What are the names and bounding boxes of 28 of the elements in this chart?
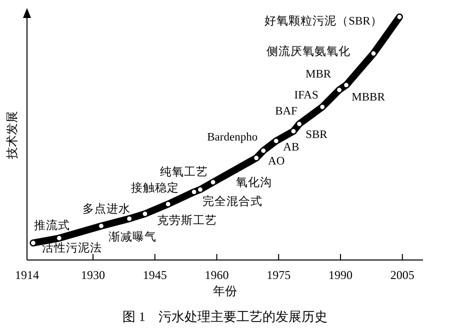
annotation: SBR	[306, 128, 328, 141]
annotation: 多点进水	[82, 202, 130, 216]
annotation: 克劳斯工艺	[157, 214, 218, 227]
y-axis-title: 技术发展	[4, 111, 19, 160]
x-tick-label: 1960	[204, 268, 229, 282]
annotation: AB	[283, 142, 300, 154]
annotation: MBBR	[352, 92, 386, 104]
annotation: 接触稳定	[130, 180, 179, 194]
annotation: 推流式	[34, 218, 70, 232]
x-tick-label: 1914	[15, 268, 39, 282]
x-tick-label: 1945	[142, 268, 167, 282]
annotation: 渐减曝气	[108, 230, 156, 244]
annotation: MBR	[305, 68, 332, 81]
x-axis-title: 年份	[213, 284, 237, 298]
annotation: Bardenpho	[207, 132, 258, 144]
x-tick-label: 1975	[266, 268, 291, 282]
annotation: 好氧颗粒污泥（SBR）	[264, 14, 382, 28]
x-tick-label: 1930	[81, 268, 105, 282]
x-tick-label: 1990	[328, 268, 352, 282]
text: 图 1 污水处理主要工艺的发展历史	[122, 308, 328, 324]
x-tick-label: 2005	[390, 268, 414, 282]
annotation: 侧流厌氧氨氧化	[266, 44, 350, 58]
annotation: 氧化沟	[236, 176, 272, 189]
annotation: 纯氧工艺	[160, 166, 208, 179]
annotation: 完全混合式	[202, 194, 262, 208]
annotation: AO	[268, 155, 285, 168]
annotation: BAF	[275, 106, 298, 118]
annotation: IFAS	[294, 90, 318, 102]
